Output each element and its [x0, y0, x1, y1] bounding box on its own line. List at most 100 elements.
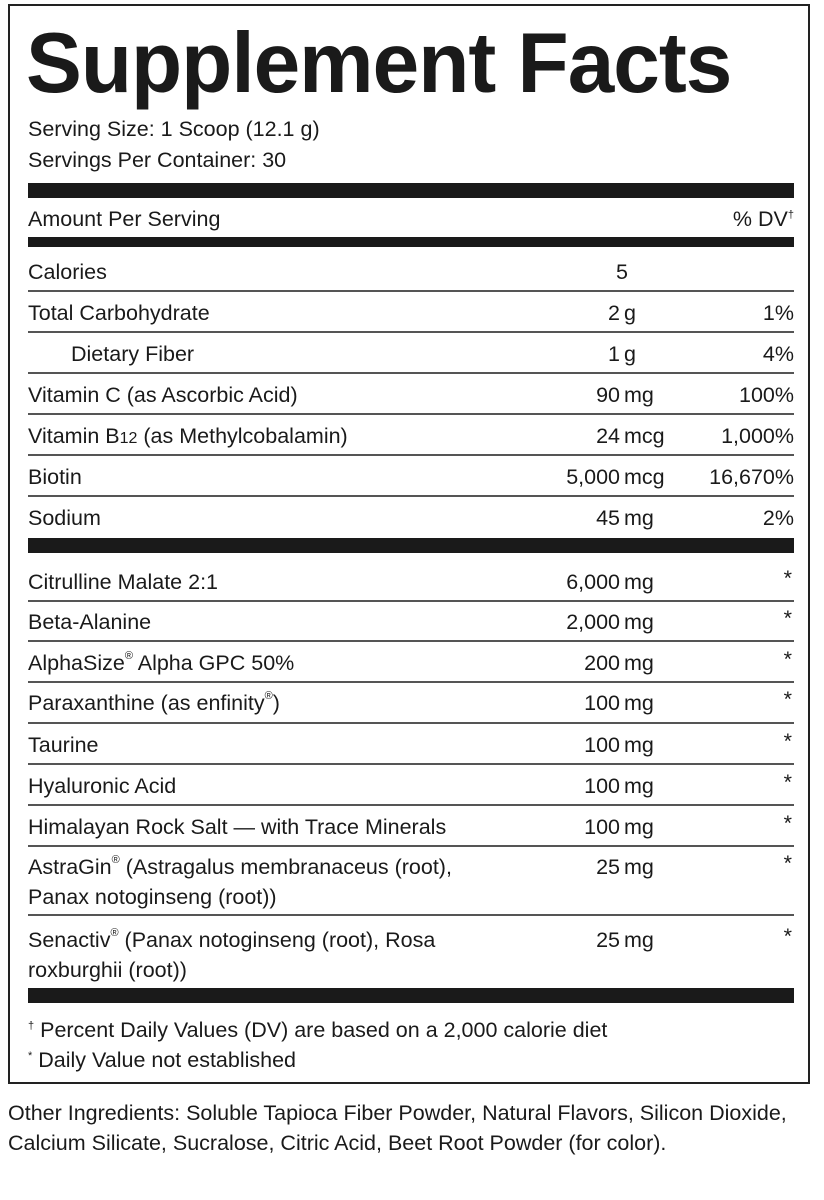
divider-thick [28, 183, 794, 198]
row-divider [28, 600, 794, 602]
row-amount: 100 [584, 691, 620, 715]
row-dv: * [783, 687, 792, 711]
row-name-text: Vitamin C (as Ascorbic Acid) [28, 383, 298, 407]
row-divider [28, 681, 794, 683]
row-amount: 5,000 [566, 465, 620, 489]
row-name-text: Vitamin B12 (as Methylcobalamin) [28, 424, 348, 448]
row-divider [28, 331, 794, 333]
supplement-facts-panel: Supplement Facts Serving Size: 1 Scoop (… [8, 4, 810, 1084]
other-ingredients: Other Ingredients: Soluble Tapioca Fiber… [8, 1101, 787, 1155]
footnote-dv: † Percent Daily Values (DV) are based on… [28, 1018, 607, 1043]
row-amount: 25 [596, 855, 620, 879]
row-unit: mg [624, 651, 654, 675]
row-amount: 24 [596, 424, 620, 448]
row-name-text: ) [272, 691, 280, 715]
row-dv: * [783, 606, 792, 630]
footnote-dv-text: Percent Daily Values (DV) are based on a… [34, 1018, 608, 1042]
row-name: Vitamin B12 (as Methylcobalamin) [28, 421, 348, 454]
row-amount: 100 [584, 815, 620, 839]
row-name-text: Panax notoginseng (root)) [28, 885, 277, 909]
row-unit: mg [624, 733, 654, 757]
row-amount: 2,000 [566, 610, 620, 634]
row-name-text: Alpha GPC 50% [132, 651, 295, 675]
row-name: Hyaluronic Acid [28, 771, 176, 801]
dv-header-label: % DV [732, 207, 788, 231]
divider-thick [28, 988, 794, 1003]
row-dv: 100% [739, 383, 794, 407]
row-divider [28, 372, 794, 374]
row-divider [28, 454, 794, 456]
row-unit: mg [624, 855, 654, 879]
row-unit: mg [624, 610, 654, 634]
row-amount: 2 [608, 301, 620, 325]
serving-size: Serving Size: 1 Scoop (12.1 g) [28, 117, 320, 141]
row-dv: * [783, 924, 792, 948]
row-amount: 90 [596, 383, 620, 407]
registered-mark: ® [111, 854, 120, 866]
row-name: Taurine [28, 730, 99, 760]
row-name-text: Biotin [28, 465, 82, 489]
footnote-star-text: Daily Value not established [32, 1048, 297, 1072]
row-name: Total Carbohydrate [28, 298, 210, 328]
row-amount: 1 [608, 342, 620, 366]
row-unit: mg [624, 774, 654, 798]
row-dv: * [783, 851, 792, 875]
row-unit: mg [624, 691, 654, 715]
row-divider [28, 722, 794, 724]
footnote-star: * Daily Value not established [28, 1048, 296, 1073]
dv-header: % DV† [733, 207, 794, 232]
row-divider [28, 413, 794, 415]
row-name-text: Total Carbohydrate [28, 301, 210, 325]
row-name-text: Hyaluronic Acid [28, 774, 177, 798]
row-name: AlphaSize® Alpha GPC 50% [28, 648, 294, 678]
row-unit: mcg [624, 424, 665, 448]
row-name-text: Dietary Fiber [71, 342, 195, 366]
row-name-text: AlphaSize [28, 651, 125, 675]
row-amount: 45 [596, 506, 620, 530]
row-dv: * [783, 647, 792, 671]
row-dv: 4% [762, 342, 794, 366]
row-name-text: roxburghii (root)) [28, 958, 187, 982]
registered-mark: ® [264, 690, 273, 702]
row-unit: mg [624, 570, 654, 594]
row-name-text: Himalayan Rock Salt — with Trace Mineral… [28, 815, 447, 839]
row-name-text: Sodium [28, 506, 101, 530]
row-unit: mg [624, 506, 654, 530]
row-name-text: AstraGin [28, 855, 112, 879]
row-dv: 1% [762, 301, 794, 325]
dagger-mark: † [787, 209, 794, 221]
row-name-text: Paraxanthine (as enfinity [28, 691, 265, 715]
row-amount: 200 [584, 651, 620, 675]
servings-per-container: Servings Per Container: 30 [28, 148, 287, 172]
registered-mark: ® [124, 650, 133, 662]
row-name-text: (Panax notoginseng (root), Rosa [118, 928, 436, 952]
row-unit: mg [624, 383, 654, 407]
row-name: Calories [28, 257, 107, 287]
row-name-text: Senactiv [28, 928, 111, 952]
dagger-mark: † [28, 1020, 35, 1032]
row-name-text: Taurine [28, 733, 99, 757]
row-name: Beta-Alanine [28, 607, 151, 637]
row-name: Himalayan Rock Salt — with Trace Mineral… [28, 812, 446, 842]
row-dv: 16,670% [709, 465, 794, 489]
row-unit: mg [624, 928, 654, 952]
row-dv: 1,000% [721, 424, 794, 448]
row-dv: 2% [762, 506, 794, 530]
row-unit: mg [624, 815, 654, 839]
row-name-text: Calories [28, 260, 107, 284]
row-divider [28, 763, 794, 765]
row-name-text: (Astragalus membranaceus (root), [119, 855, 452, 879]
row-unit: g [624, 342, 636, 366]
row-divider [28, 804, 794, 806]
row-unit: mcg [624, 465, 665, 489]
row-dv: * [783, 770, 792, 794]
row-divider [28, 845, 794, 847]
row-amount: 100 [584, 733, 620, 757]
divider-thick [28, 538, 794, 553]
row-amount: 5 [616, 260, 628, 284]
row-divider [28, 495, 794, 497]
row-divider [28, 640, 794, 642]
row-unit: g [624, 301, 636, 325]
row-name-text: Citrulline Malate 2:1 [28, 570, 219, 594]
row-name: Biotin [28, 462, 82, 492]
